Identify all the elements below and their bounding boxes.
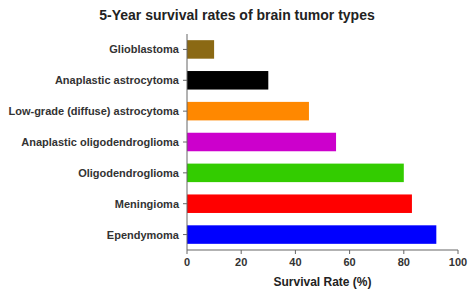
bar	[187, 102, 309, 121]
y-tick	[183, 111, 187, 112]
bar	[187, 71, 268, 90]
bar	[187, 133, 336, 152]
bar	[187, 225, 436, 244]
x-tick-label: 100	[449, 256, 467, 268]
bar	[187, 40, 214, 59]
y-tick-label: Anaplastic oligodendroglioma	[21, 136, 180, 148]
x-tick	[187, 250, 188, 254]
x-axis-label: Survival Rate (%)	[273, 275, 371, 289]
bars	[187, 40, 436, 244]
title: 5-Year survival rates of brain tumor typ…	[99, 7, 375, 23]
y-tick-label: Oligodendroglioma	[78, 167, 180, 179]
y-tick	[183, 203, 187, 204]
x-tick-label: 0	[184, 256, 190, 268]
y-axis-line	[187, 34, 188, 250]
x-axis-line	[187, 250, 458, 251]
y-tick-label: Meningioma	[115, 198, 180, 210]
y-tick-label: Ependymoma	[107, 229, 180, 241]
x-tick	[403, 250, 404, 254]
x-tick-label: 20	[235, 256, 247, 268]
y-tick	[183, 172, 187, 173]
x-tick-label: 60	[343, 256, 355, 268]
y-tick	[183, 142, 187, 143]
bar	[187, 164, 404, 183]
bar	[187, 194, 412, 213]
x-tick	[458, 250, 459, 254]
y-tick	[183, 234, 187, 235]
y-tick-label: Anaplastic astrocytoma	[55, 74, 180, 86]
chart: 5-Year survival rates of brain tumor typ…	[0, 0, 474, 296]
x-tick-label: 40	[289, 256, 301, 268]
y-tick	[183, 49, 187, 50]
y-tick	[183, 80, 187, 81]
x-tick-label: 80	[398, 256, 410, 268]
x-tick	[241, 250, 242, 254]
y-tick-labels: Ependymoma Meningioma Oligodendroglioma Ana…	[8, 43, 179, 240]
y-tick-label: Glioblastoma	[109, 43, 180, 55]
y-tick-label: Low-grade (diffuse) astrocytoma	[8, 105, 179, 117]
x-ticks: 0 20 40 60 80 100	[184, 250, 467, 268]
x-tick	[349, 250, 350, 254]
x-tick	[295, 250, 296, 254]
